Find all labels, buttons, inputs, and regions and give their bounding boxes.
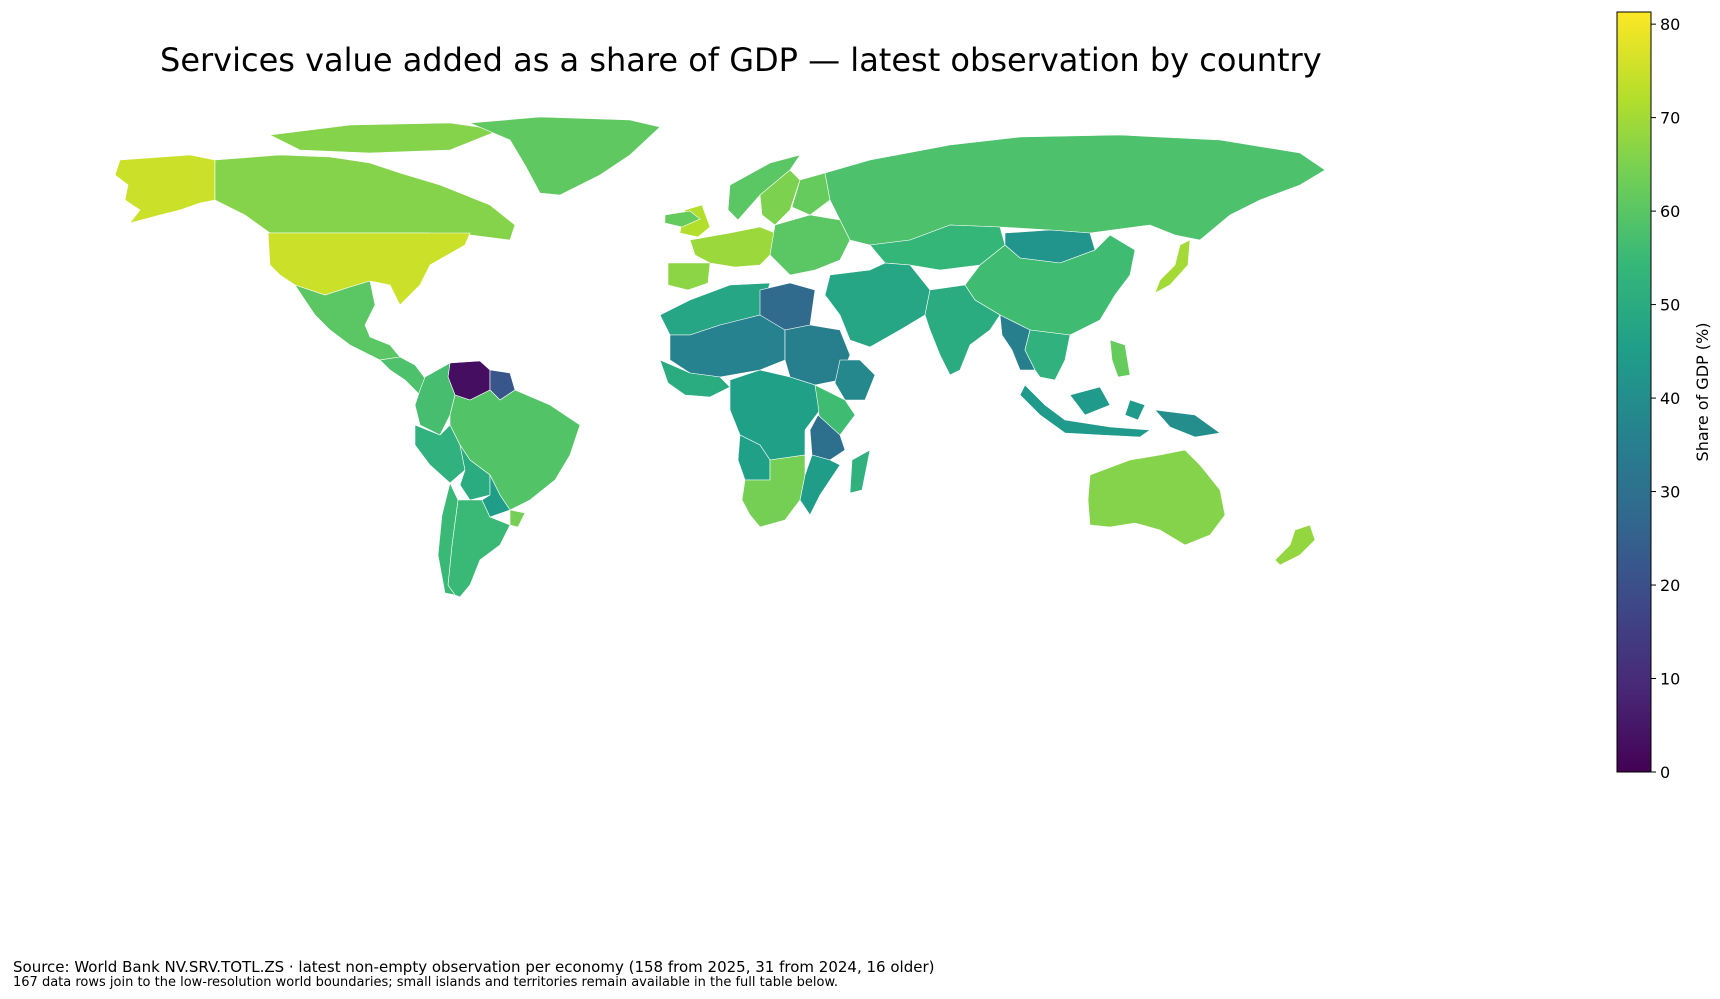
country-eastern-europe bbox=[769, 214, 851, 276]
colorbar-gradient bbox=[1616, 11, 1652, 773]
colorbar-label: Share of GDP (%) bbox=[1693, 323, 1712, 462]
country-alaska-usa bbox=[114, 154, 216, 224]
country-greenland bbox=[469, 116, 661, 196]
colorbar-tick-label: 70 bbox=[1660, 109, 1680, 128]
country-middle-east bbox=[824, 262, 931, 348]
country-southeast-asia bbox=[1024, 329, 1071, 381]
colorbar-tick-label: 80 bbox=[1660, 15, 1680, 34]
country-papua-new-guinea bbox=[1154, 409, 1221, 438]
country-west-africa bbox=[659, 359, 731, 398]
country-philippines bbox=[1109, 339, 1131, 378]
colorbar-tick-label: 20 bbox=[1660, 576, 1680, 595]
country-bolivia bbox=[459, 444, 491, 501]
country-uruguay bbox=[509, 509, 526, 528]
country-paraguay bbox=[481, 474, 511, 518]
country-indonesia bbox=[1019, 384, 1151, 438]
country-japan bbox=[1154, 239, 1191, 294]
country-madagascar bbox=[849, 449, 871, 494]
country-chile bbox=[437, 482, 459, 596]
country-iberia bbox=[667, 262, 711, 291]
colorbar-tick-label: 50 bbox=[1660, 296, 1680, 315]
map-title: Services value added as a share of GDP —… bbox=[160, 41, 1322, 79]
country-mozambique bbox=[799, 454, 841, 516]
country-argentina bbox=[447, 499, 511, 598]
colorbar-tick-label: 10 bbox=[1660, 670, 1680, 689]
country-central-africa bbox=[729, 369, 821, 461]
country-western-europe bbox=[689, 226, 776, 268]
country-canada bbox=[214, 122, 516, 246]
world-choropleth-map bbox=[114, 116, 1326, 598]
colorbar-tick-label: 30 bbox=[1660, 483, 1680, 502]
country-colombia bbox=[414, 362, 456, 436]
country-southern-africa bbox=[741, 454, 806, 528]
country-ethiopia bbox=[834, 359, 876, 401]
country-usa bbox=[267, 232, 471, 306]
colorbar-tick-label: 40 bbox=[1660, 389, 1680, 408]
footnote: 167 data rows join to the low-resolution… bbox=[13, 975, 839, 990]
country-mexico bbox=[294, 280, 401, 361]
colorbar-tick-label: 0 bbox=[1660, 763, 1670, 782]
country-sweden bbox=[759, 169, 801, 226]
colorbar-tick-label: 60 bbox=[1660, 202, 1680, 221]
country-new-zealand bbox=[1274, 524, 1316, 566]
country-finland bbox=[791, 172, 831, 216]
source-note: Source: World Bank NV.SRV.TOTL.ZS · late… bbox=[13, 958, 935, 976]
country-india bbox=[924, 284, 1001, 376]
colorbar: 0 10 20 30 40 50 60 70 80 Share of GDP (%) bbox=[1616, 11, 1712, 782]
country-australia bbox=[1087, 449, 1226, 546]
country-russia bbox=[824, 134, 1326, 246]
country-iceland bbox=[664, 210, 701, 228]
